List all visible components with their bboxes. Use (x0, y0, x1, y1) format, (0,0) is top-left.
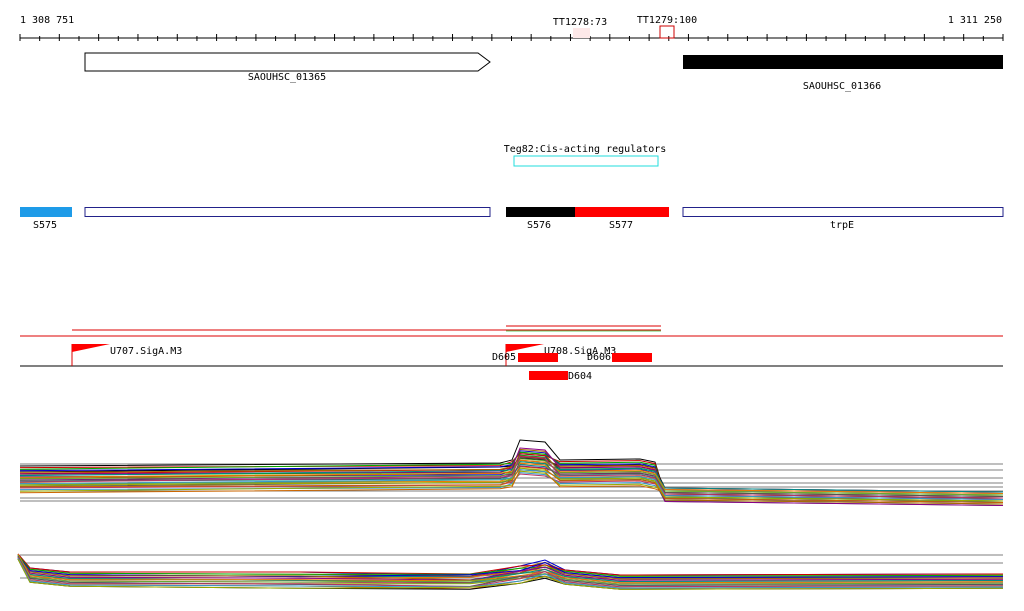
segment (84, 207, 491, 217)
gene-label: SAOUHSC_01366 (803, 81, 881, 92)
expression-line (17, 554, 1004, 585)
segment (20, 207, 72, 217)
ruler-end: 1 311 250 (948, 15, 1002, 26)
deletion (612, 353, 652, 362)
expression-line (17, 553, 1004, 584)
segment (682, 207, 1004, 217)
expression-tracks (17, 439, 1004, 590)
segment (506, 207, 575, 217)
ruler-ticks (19, 34, 1004, 41)
ruler-start: 1 308 751 (20, 15, 74, 26)
expression-line (17, 558, 1004, 590)
expression-line (17, 555, 1004, 587)
expression-line (19, 466, 1004, 503)
promoter-flag (506, 344, 544, 352)
deletion-label: D606 (587, 352, 611, 363)
deletion (518, 353, 558, 362)
promoter-flag (72, 344, 110, 352)
gene-block (683, 55, 1003, 69)
regulator-box (513, 155, 659, 167)
terminator-label: TT1278:73 (553, 17, 607, 28)
expression-line (17, 557, 1004, 581)
promoter-label: U708.SigA.M3 (544, 346, 616, 357)
terminator-mark (573, 28, 590, 38)
deletion-label: D605 (492, 352, 516, 363)
segment-label: trpE (830, 220, 854, 231)
segment-label: S577 (609, 220, 633, 231)
gene-arrow (84, 52, 491, 72)
segment-label: S576 (527, 220, 551, 231)
terminator-label: TT1279:100 (637, 15, 697, 26)
deletion-label: D604 (568, 371, 592, 382)
expression-line (17, 558, 1004, 583)
regulator-label: Teg82:Cis-acting regulators (504, 144, 667, 155)
terminator-mark (659, 25, 675, 39)
expression-line (17, 556, 1004, 588)
segment-label: S575 (33, 220, 57, 231)
expression-line (19, 455, 1004, 499)
expression-line (17, 553, 1004, 576)
deletion (529, 371, 568, 380)
expression-line (17, 556, 1004, 581)
gene-label: SAOUHSC_01365 (248, 72, 326, 83)
segment (575, 207, 669, 217)
expression-line (17, 554, 1004, 577)
expression-line (17, 555, 1004, 579)
promoter-label: U707.SigA.M3 (110, 346, 182, 357)
expression-line (19, 459, 1004, 506)
expression-line (17, 557, 1004, 589)
